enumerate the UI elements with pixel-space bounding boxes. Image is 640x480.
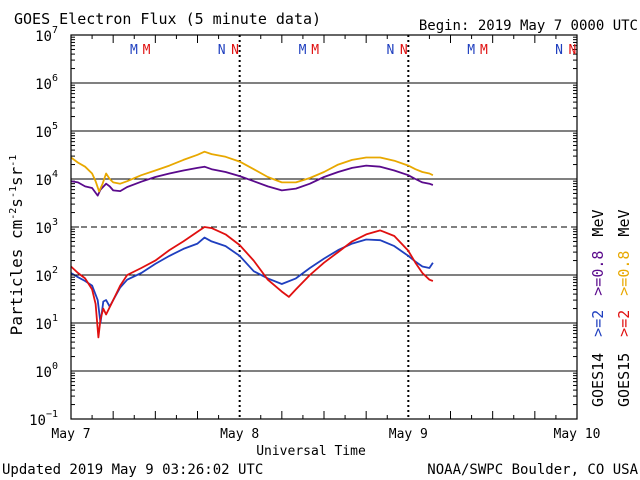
y-tick-label-exp: 1 [52,313,58,324]
legend-entry: GOES14 [589,353,607,407]
legend-entry: >=0.8 [615,251,633,296]
legend-row: GOES14 >=2 >=0.8 MeV [589,209,607,407]
y-axis-label-sr: sr [7,166,26,186]
y-axis-label-exp1: -2 [8,208,19,220]
chart-title: GOES Electron Flux (5 minute data) [14,10,321,28]
mn-marker: N [568,43,576,58]
series-line-2 [70,236,434,324]
mn-marker: M [467,43,475,58]
legend-entry: MeV [615,209,633,236]
mn-marker: N [386,43,394,58]
y-tick-label: 104 [35,169,58,189]
legend-entry: MeV [589,209,607,236]
series-line-3 [70,226,434,339]
y-axis-label-s: s [7,198,26,208]
legend-row: GOES15 >=2 >=0.8 MeV [615,209,633,407]
mn-marker: N [400,43,408,58]
series-line-0 [70,164,434,197]
begin-date: Begin: 2019 May 7 0000 UTC [419,18,638,34]
y-tick-label-exp: 5 [52,121,58,132]
legend-entry: >=2 [589,310,607,337]
y-axis-label-base: Particles cm [7,220,26,336]
y-tick-label-exp: 3 [52,217,58,228]
y-tick-label-exp: 6 [52,73,58,84]
mn-marker: M [130,43,138,58]
y-tick-label: 101 [35,313,58,333]
mn-marker: N [218,43,226,58]
y-tick-label: 106 [35,73,58,93]
series-line-1 [70,150,434,193]
legend-entry: GOES15 [615,353,633,407]
mn-marker: N [555,43,563,58]
x-axis-label: Universal Time [256,444,366,459]
y-tick-label: 102 [35,265,58,285]
y-tick-label-exp: 7 [52,25,58,36]
updated-timestamp: Updated 2019 May 9 03:26:02 UTC [2,462,263,478]
y-tick-label: 105 [35,121,58,141]
y-tick-label-exp: 2 [52,265,58,276]
y-tick-label: 107 [35,25,58,45]
y-tick-label-exp: −1 [46,409,58,420]
y-tick-label: 103 [35,217,58,237]
legend-entry: >=2 [615,310,633,337]
y-tick-label-exp: 0 [52,361,58,372]
x-tick-label: May 10 [554,427,601,442]
y-tick-label-base: 10 [35,173,52,189]
y-tick-label: 100 [35,361,58,381]
y-tick-label-base: 10 [35,221,52,237]
mn-marker: M [311,43,319,58]
mn-marker: M [143,43,151,58]
x-tick-label: May 7 [51,427,90,442]
credit-text: NOAA/SWPC Boulder, CO USA [427,462,638,478]
x-tick-label: May 8 [220,427,259,442]
mn-marker: M [480,43,488,58]
y-tick-label-base: 10 [35,77,52,93]
y-axis-label: Particles cm-2s-1sr-1 [7,155,26,336]
y-tick-label: 10−1 [29,409,58,429]
y-tick-label-base: 10 [35,317,52,333]
mn-marker: M [299,43,307,58]
legend-entry: >=0.8 [589,251,607,296]
y-axis-label-exp3: -1 [8,155,19,167]
y-tick-label-exp: 4 [52,169,58,180]
chart-legend: GOES14 >=2 >=0.8 MeV GOES15 >=2 >=0.8 MeV [589,209,633,407]
y-axis-label-exp2: -1 [8,186,19,198]
y-tick-label-base: 10 [35,269,52,285]
y-tick-label-base: 10 [35,125,52,141]
y-tick-label-base: 10 [35,365,52,381]
y-tick-label-base: 10 [35,29,52,45]
x-tick-label: May 9 [389,427,428,442]
mn-marker: N [231,43,239,58]
y-tick-label-base: 10 [29,413,46,429]
